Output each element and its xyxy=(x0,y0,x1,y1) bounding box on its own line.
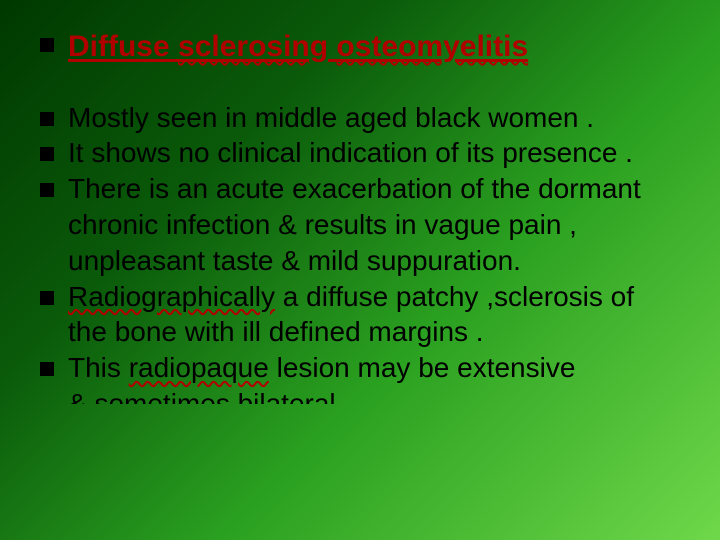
bullet-icon xyxy=(40,112,54,126)
body-list: Mostly seen in middle aged black women .… xyxy=(40,100,680,405)
text-seg: This xyxy=(68,352,129,383)
bullet-icon xyxy=(40,362,54,376)
list-item-text: Radiographically a diffuse patchy ,scler… xyxy=(68,279,680,351)
bullet-icon xyxy=(40,183,54,197)
bullet-icon xyxy=(40,291,54,305)
cutoff-line: & sometimes bilateral . xyxy=(68,386,680,404)
list-item: This radiopaque lesion may be extensive xyxy=(40,350,680,386)
text-wavy: Radiographically xyxy=(68,281,275,312)
text-seg: lesion may be extensive xyxy=(269,352,576,383)
list-item: Radiographically a diffuse patchy ,scler… xyxy=(40,279,680,351)
list-item: There is an acute exacerbation of the do… xyxy=(40,171,680,278)
slide-title: Diffuse sclerosing osteomyelitis xyxy=(68,28,528,66)
bullet-icon xyxy=(40,147,54,161)
bullet-icon xyxy=(40,38,54,52)
text-wavy: radiopaque xyxy=(129,352,269,383)
list-item-text: This radiopaque lesion may be extensive xyxy=(68,350,680,386)
list-item-text: There is an acute exacerbation of the do… xyxy=(68,171,680,278)
title-row: Diffuse sclerosing osteomyelitis xyxy=(40,28,680,66)
list-item-text: It shows no clinical indication of its p… xyxy=(68,135,680,171)
list-item-text: Mostly seen in middle aged black women . xyxy=(68,100,680,136)
list-item: It shows no clinical indication of its p… xyxy=(40,135,680,171)
title-seg: Diffuse xyxy=(68,30,178,63)
list-item: Mostly seen in middle aged black women . xyxy=(40,100,680,136)
title-wavy: sclerosing xyxy=(178,30,328,63)
title-wavy: osteomyelitis xyxy=(336,30,528,63)
